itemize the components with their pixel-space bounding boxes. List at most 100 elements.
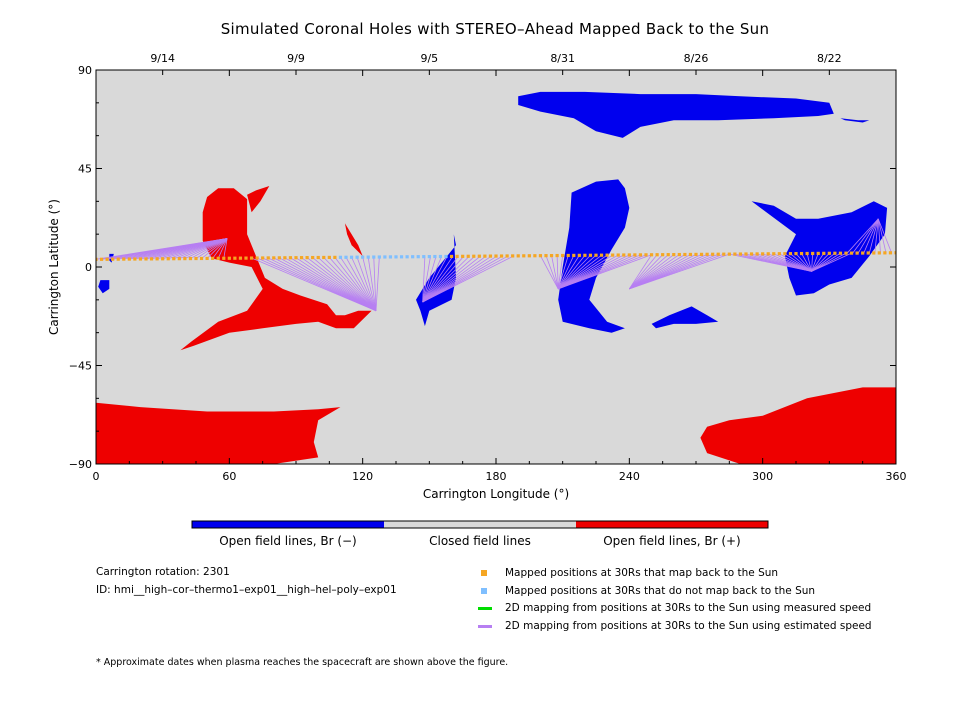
path-point-not-mapped <box>416 255 420 259</box>
mapping-line <box>284 257 377 312</box>
mapping-line <box>212 238 228 259</box>
mapping-line <box>422 255 476 303</box>
path-point-mapped <box>483 254 487 258</box>
path-point-mapped <box>455 254 459 258</box>
colorbar-positive <box>576 521 768 528</box>
mapping-line <box>195 238 228 259</box>
date-tick-label: 8/22 <box>817 52 842 65</box>
path-point-mapped <box>833 251 837 255</box>
mapping-fan-1 <box>251 256 380 312</box>
path-point-mapped <box>749 252 754 256</box>
path-point-mapped <box>127 257 131 261</box>
mapping-line <box>811 252 841 272</box>
mapping-line <box>811 252 836 272</box>
path-point-mapped <box>211 256 215 260</box>
path-point-mapped <box>299 256 304 260</box>
path-point-not-mapped <box>349 255 354 259</box>
path-point-mapped <box>844 251 848 255</box>
path-point-mapped <box>149 257 154 261</box>
mapping-line <box>811 253 819 272</box>
mapping-line <box>279 257 377 312</box>
colorbar <box>191 520 769 529</box>
path-point-mapped <box>644 253 648 257</box>
path-point-mapped <box>822 251 826 255</box>
path-point-mapped <box>166 257 170 261</box>
mapping-line <box>557 255 586 290</box>
mapping-line <box>784 253 812 272</box>
path-point-mapped <box>849 251 854 255</box>
mapping-line <box>422 255 492 303</box>
legend-label-estimated-speed: 2D mapping from positions at 30Rs to the… <box>505 620 872 632</box>
path-point-not-mapped <box>355 255 359 259</box>
path-point-mapped <box>655 253 659 257</box>
path-point-mapped <box>183 257 187 261</box>
legend-item-estimated-speed: 2D mapping from positions at 30Rs to the… <box>478 619 872 633</box>
path-point-mapped <box>305 256 309 260</box>
legend-label-not-mapped-back: Mapped positions at 30Rs that do not map… <box>505 585 816 597</box>
path-point-not-mapped <box>338 255 343 259</box>
y-axis-label: Carrington Latitude (°) <box>47 199 61 335</box>
path-point-mapped <box>894 251 896 255</box>
coronal-hole-negative-5 <box>416 234 456 327</box>
path-point-mapped <box>799 251 804 256</box>
path-point-mapped <box>272 256 276 260</box>
x-tick-label: 180 <box>486 470 507 483</box>
mapping-line <box>629 254 675 290</box>
mapping-line <box>877 218 881 253</box>
mapping-line <box>290 257 377 312</box>
path-point-mapped <box>205 256 209 261</box>
path-point-mapped <box>766 252 770 256</box>
path-point-not-mapped <box>405 255 409 259</box>
colorbar-label-negative: Open field lines, Br (−) <box>219 534 357 548</box>
legend-swatch-estimated-speed <box>478 624 492 628</box>
mapping-line <box>422 255 514 303</box>
mapping-fan-3 <box>540 254 652 290</box>
mapping-line <box>190 238 228 259</box>
path-point-mapped <box>688 252 693 257</box>
path-point-mapped <box>194 256 198 261</box>
path-point-mapped <box>866 251 870 255</box>
mapping-line <box>356 257 377 311</box>
mapping-line <box>223 238 228 259</box>
mapping-line <box>790 253 812 272</box>
path-point-not-mapped <box>444 254 448 259</box>
mapping-line <box>323 257 377 312</box>
path-point-not-mapped <box>366 255 370 259</box>
y-tick-label: 90 <box>78 64 92 77</box>
path-point-mapped <box>588 253 593 257</box>
path-point-mapped <box>527 254 531 258</box>
path-point-mapped <box>716 252 720 256</box>
path-point-mapped <box>805 251 809 256</box>
path-point-mapped <box>144 257 148 261</box>
mapping-line <box>863 218 879 254</box>
mapping-line <box>422 256 442 303</box>
coronal-hole-positive-10 <box>344 223 363 257</box>
path-point-mapped <box>661 253 665 257</box>
date-tick-label: 8/26 <box>684 52 709 65</box>
plot-content <box>96 70 896 464</box>
mapping-line <box>773 253 812 272</box>
mapping-line <box>551 255 559 289</box>
path-point-mapped <box>883 251 887 255</box>
path-point-mapped <box>861 251 865 255</box>
path-point-mapped <box>227 256 231 260</box>
path-point-mapped <box>449 254 454 259</box>
mapping-line <box>557 255 580 290</box>
mapping-line <box>557 255 591 290</box>
mapping-line <box>558 254 613 290</box>
coronal-hole-negative-1 <box>840 118 870 123</box>
mapping-line <box>317 257 377 312</box>
path-point-mapped <box>855 251 859 255</box>
legend-item-measured-speed: 2D mapping from positions at 30Rs to the… <box>478 601 871 615</box>
path-point-mapped <box>672 252 676 257</box>
y-tick-label: 0 <box>85 261 92 274</box>
path-point-mapped <box>611 253 615 257</box>
path-point-mapped <box>277 256 281 260</box>
mapping-line <box>629 254 669 290</box>
x-tick-label: 60 <box>222 470 236 483</box>
legend-item-mapped-back: Mapped positions at 30Rs that map back t… <box>478 566 778 580</box>
mapping-fan-5 <box>729 252 852 272</box>
mapping-line <box>811 253 830 272</box>
mapping-line <box>422 256 448 303</box>
path-point-not-mapped <box>377 255 381 259</box>
